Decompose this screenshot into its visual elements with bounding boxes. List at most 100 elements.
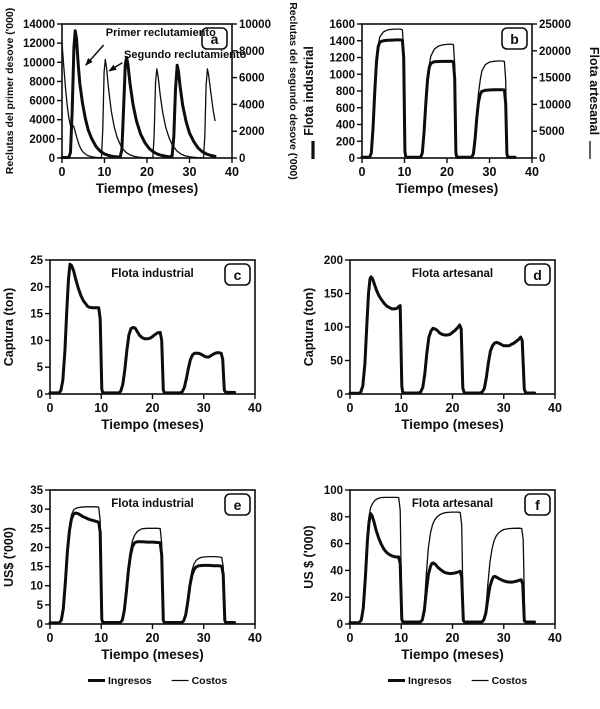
y-right-tick-label: 4000 [239,99,265,111]
x-tick-label: 10 [394,631,408,645]
y-left-tick-label: 20 [30,282,43,294]
y-left-tick-label: 10 [30,335,43,347]
y-left-tick-label: 20 [330,592,343,604]
y-left-tick-label: 1400 [329,36,355,48]
y-left-tick-label: 12000 [23,38,55,50]
y-left-tick-label: 100 [324,485,343,497]
y-left-tick-label: 25 [30,255,43,267]
axes: 0 10 20 30 40 Tiempo (meses) 0 5 10 15 20 25 30 35 US$… [2,485,262,662]
svg-text:e: e [234,497,242,513]
y-right-tick-label: 10000 [539,99,571,111]
x-tick-label: 10 [394,401,408,415]
y-left-tick-label: 8000 [29,76,55,88]
y-right-tick-label: 2000 [239,126,265,138]
x-tick-label: 20 [146,401,160,415]
inner-title: Flota artesanal [412,498,493,510]
panel-a: 0 10 20 30 40 Tiempo (meses) 0 2000 4000 6000 8000… [0,0,300,236]
x-tick-label: 10 [398,165,412,179]
y-left-axis-title: Flota industrial [302,46,316,136]
x-tick-label: 10 [94,631,108,645]
x-tick-label: 40 [248,631,262,645]
axes: 0 10 20 30 40 Tiempo (meses) 0 5 10 15 20 25 Captura… [2,255,262,432]
y-left-tick-label: 35 [30,485,43,497]
x-axis-title: Tiempo (meses) [96,181,199,196]
panel-label: e [224,493,251,516]
axes: 0 10 20 30 40 Tiempo (meses) 0 20 40 60 80 100 US $ … [302,485,562,662]
x-tick-label: 20 [446,631,460,645]
x-tick-label: 30 [183,165,197,179]
series-ingresos [348,512,536,625]
chart-a: 0 10 20 30 40 Tiempo (meses) 0 2000 4000 6000 8000… [4,2,299,196]
x-axis-title: Tiempo (meses) [396,181,499,196]
y-left-tick-label: 200 [324,255,343,267]
panel-label: a [201,27,228,50]
y-left-tick-label: 1600 [329,19,355,31]
legend-label: Costos [492,675,528,687]
x-axis-title: Tiempo (meses) [101,417,204,432]
x-tick-label: 40 [548,401,562,415]
axes: 0 10 20 30 40 Tiempo (meses) 0 50 100 150 200 Captu… [302,255,562,432]
series-lines [60,29,217,159]
annotation: Segundo reclutamiento [108,49,247,72]
y-right-tick-label: 15000 [539,73,571,85]
y-left-tick-label: 30 [30,504,43,516]
x-tick-label: 20 [146,631,160,645]
y-right-axis-title: Reclutas del segundo desove ('000) [287,2,299,180]
legend-label: Ingresos [408,675,452,687]
annotation-text: Segundo reclutamiento [124,49,247,61]
inner-title: Flota artesanal [412,268,493,280]
y-left-tick-label: 14000 [23,19,55,31]
x-tick-label: 40 [225,165,239,179]
inner-title: Flota industrial [111,498,193,510]
x-tick-label: 30 [497,631,511,645]
y-left-tick-label: 0 [337,389,343,401]
series-flota-industrial [360,38,517,159]
panel-c: 0 10 20 30 40 Tiempo (meses) 0 5 10 15 20 25 Captura… [0,236,300,466]
chart-d: 0 10 20 30 40 Tiempo (meses) 0 50 100 150 200 Captu… [302,255,562,432]
y-left-axis-title: US $ ('000) [302,525,316,588]
y-left-axis-title: US$ ('000) [2,527,16,587]
inner-title: Flota industrial [111,268,193,280]
series-lines [48,262,236,395]
y-left-tick-label: 80 [330,512,343,524]
y-left-tick-label: 400 [336,120,355,132]
svg-text:a: a [211,31,219,47]
x-axis-title: Tiempo (meses) [401,417,504,432]
series-captura-flota-industrial [48,262,236,395]
y-left-tick-label: 0 [49,153,55,165]
legend-label: Costos [192,675,228,687]
y-left-tick-label: 40 [330,565,343,577]
y-left-tick-label: 200 [336,136,355,148]
x-tick-label: 0 [59,165,66,179]
series-lines [360,28,517,159]
y-right-tick-label: 0 [239,153,245,165]
x-tick-label: 0 [347,401,354,415]
y-left-tick-label: 15 [30,562,43,574]
x-tick-label: 40 [248,401,262,415]
y-left-tick-label: 150 [324,289,343,301]
y-right-axis-title: Flota artesanal [587,47,600,135]
annotation-arrow [85,44,105,66]
y-left-tick-label: 0 [337,619,343,631]
x-tick-label: 30 [483,165,497,179]
axes: 0 10 20 30 40 Tiempo (meses) 0 2000 4000 6000 8000… [4,2,299,196]
svg-text:b: b [510,31,519,47]
x-tick-label: 40 [548,631,562,645]
y-left-tick-label: 15 [30,309,43,321]
series-lines [348,275,536,395]
series-segundo-reclutamiento [61,42,216,159]
x-tick-label: 10 [94,401,108,415]
y-left-tick-label: 0 [37,619,43,631]
x-tick-label: 0 [47,401,54,415]
series-captura-flota-artesanal [348,275,536,395]
y-left-tick-label: 0 [349,153,355,165]
y-left-tick-label: 2000 [29,134,55,146]
series-lines [348,496,536,625]
series-costos [349,496,536,624]
y-left-tick-label: 50 [330,356,343,368]
panel-b: 0 10 20 30 40 Tiempo (meses) 0 200 400 600 800 1000… [300,0,600,236]
y-left-tick-label: 60 [330,539,343,551]
y-right-tick-label: 20000 [539,46,571,58]
chart-c: 0 10 20 30 40 Tiempo (meses) 0 5 10 15 20 25 Captura… [2,255,262,432]
